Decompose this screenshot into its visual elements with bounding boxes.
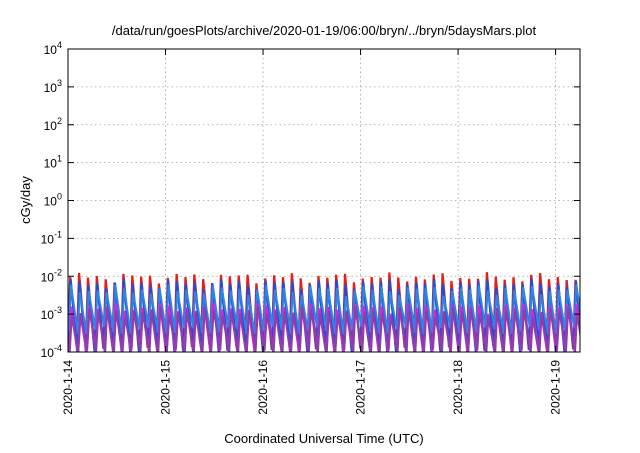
x-tick-label: 2020-1-16 xyxy=(256,360,270,415)
y-tick-label: 10-4 xyxy=(41,343,62,360)
x-tick-label: 2020-1-18 xyxy=(451,360,465,415)
y-tick-label: 102 xyxy=(44,116,62,133)
x-axis-label: Coordinated Universal Time (UTC) xyxy=(224,431,423,446)
x-tick-label: 2020-1-19 xyxy=(549,360,563,415)
y-tick-label: 100 xyxy=(44,192,62,209)
chart-title: /data/run/goesPlots/archive/2020-01-19/0… xyxy=(112,23,537,38)
x-axis: 2020-1-14 2020-1-15 2020-1-16 2020-1-17 2020… xyxy=(61,49,563,415)
y-tick-label: 10-2 xyxy=(41,267,62,284)
y-axis-label: cGy/day xyxy=(18,176,33,224)
x-tick-label: 2020-1-17 xyxy=(354,360,368,415)
grid xyxy=(68,49,580,352)
series-line-3 xyxy=(68,302,580,352)
series-line-2 xyxy=(68,284,580,337)
y-axis: 10-4 10-3 10-2 10-1 100 101 102 103 104 xyxy=(41,40,580,360)
y-tick-label: 10-3 xyxy=(41,305,62,322)
y-tick-label: 103 xyxy=(44,78,62,95)
x-tick-label: 2020-1-15 xyxy=(159,360,173,415)
x-tick-label: 2020-1-14 xyxy=(61,360,75,415)
series-layer xyxy=(68,272,580,352)
series-line-4 xyxy=(68,306,580,352)
y-tick-label: 101 xyxy=(44,154,62,171)
y-tick-label: 104 xyxy=(44,40,62,57)
y-tick-label: 10-1 xyxy=(41,229,62,246)
